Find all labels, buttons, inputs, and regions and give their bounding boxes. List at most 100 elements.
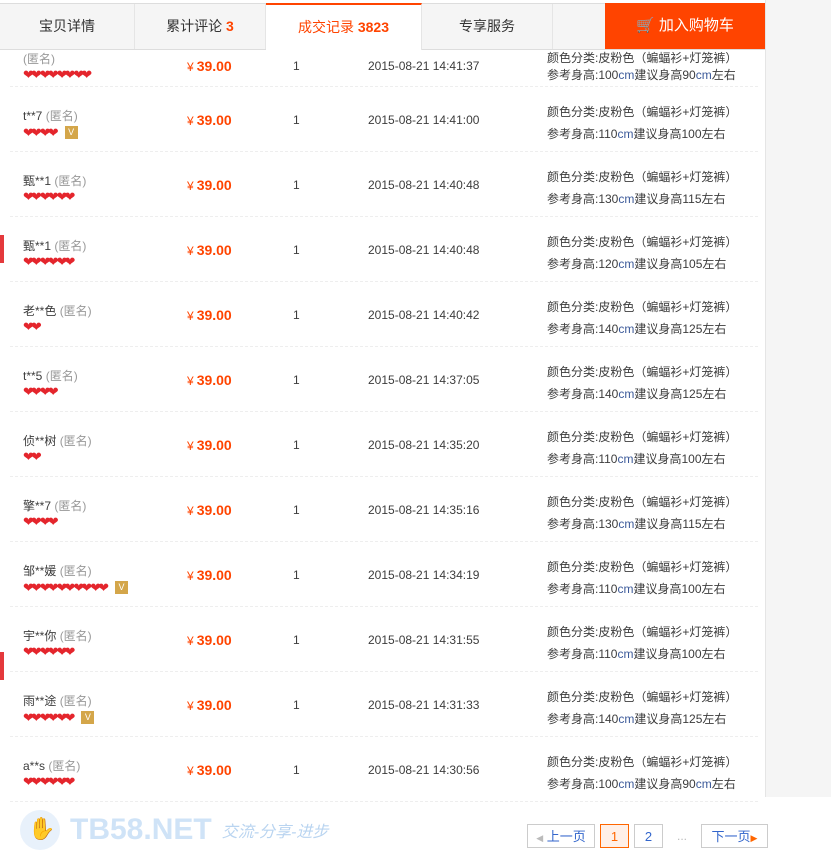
table-row: 擎**7 (匿名) ❤❤ ❤❤ ¥39.00 1 2015-08-21 14:35… [10, 477, 758, 542]
item-spec: 颜色分类:皮粉色（蝙蝠衫+灯笼裤） 参考身高:110cm建议身高100左右 [547, 105, 738, 141]
buyer-credit: ❤❤ ❤❤ ❤❤ V [23, 709, 95, 725]
page-1[interactable]: 1 [600, 824, 629, 848]
table-row: a**s (匿名) ❤❤ ❤❤ ❤❤ ¥39.00 1 2015-08-21 14:… [10, 737, 758, 802]
prev-page-button[interactable]: ◀ 上一页 [527, 824, 595, 848]
table-row: 甄**1 (匿名) ❤❤ ❤❤ ❤❤ ¥39.00 1 2015-08-21 14:… [10, 152, 758, 217]
arrow-left-icon: ◀ [536, 833, 544, 843]
buyer-credit: ❤❤ ❤❤ ❤❤ [23, 774, 76, 789]
table-row: 雨**途 (匿名) ❤❤ ❤❤ ❤❤ V ¥39.00 1 2015-08-21 14… [10, 672, 758, 737]
page-2[interactable]: 2 [634, 824, 663, 848]
table-row: t**7 (匿名) ❤❤ ❤❤ V ¥39.00 1 2015-08-21 14:4… [10, 87, 758, 152]
table-row: 甄**1 (匿名) ❤❤ ❤❤ ❤❤ ¥39.00 1 2015-08-21 14:… [10, 217, 758, 282]
tab-transactions[interactable]: 成交记录 3823 [266, 3, 422, 50]
transaction-time: 2015-08-21 14:40:42 [368, 308, 480, 322]
price: ¥39.00 [187, 567, 232, 583]
buyer-credit: ❤❤ [23, 319, 42, 334]
vip-badge-icon: V [81, 711, 95, 724]
transaction-time: 2015-08-21 14:41:37 [368, 59, 480, 73]
price: ¥39.00 [187, 762, 232, 778]
buyer-credit: ❤❤ ❤❤ V [23, 126, 78, 139]
quantity: 1 [293, 698, 300, 712]
heart-icon: ❤❤ [56, 709, 76, 725]
quantity: 1 [293, 113, 300, 127]
quantity: 1 [293, 568, 300, 582]
price: ¥39.00 [187, 177, 232, 193]
price: ¥39.00 [187, 242, 232, 258]
heart-icon: ❤❤ [23, 449, 42, 464]
heart-icon: ❤❤ [56, 189, 76, 204]
buyer-name: 雨**途 (匿名) [23, 694, 92, 708]
next-page-button[interactable]: 下一页▶ [701, 824, 768, 848]
heart-icon: ❤❤ [39, 514, 59, 529]
item-spec: 颜色分类:皮粉色（蝙蝠衫+灯笼裤） 参考身高:130cm建议身高115左右 [547, 495, 738, 531]
price: ¥39.00 [187, 697, 232, 713]
item-spec: 颜色分类:皮粉色（蝙蝠衫+灯笼裤） 参考身高:140cm建议身高125左右 [547, 690, 738, 726]
buyer-name: t**7 (匿名) [23, 109, 78, 123]
buyer-name: 侦**树 (匿名) [23, 434, 92, 448]
item-spec: 颜色分类:皮粉色（蝙蝠衫+灯笼裤） 参考身高:140cm建议身高125左右 [547, 365, 738, 401]
heart-icon: ❤❤ [90, 579, 109, 595]
quantity: 1 [293, 373, 300, 387]
table-row: 邹**媛 (匿名) ❤❤ ❤❤ ❤❤ ❤❤ ❤❤ V ¥39.00 1 2015-08-2… [10, 542, 758, 607]
tab-services[interactable]: 专享服务 [422, 4, 553, 49]
heart-icon: ❤❤ [39, 189, 59, 204]
tab-details[interactable]: 宝贝详情 [0, 4, 135, 49]
table-row: 宇**你 (匿名) ❤❤ ❤❤ ❤❤ ¥39.00 1 2015-08-21 14:… [10, 607, 758, 672]
heart-icon: ❤❤ [23, 514, 42, 529]
item-spec: 颜色分类:皮粉色（蝙蝠衫+灯笼裤） 参考身高:100cm建议身高90cm左右 [547, 755, 738, 791]
heart-icon: ❤❤ [56, 644, 76, 659]
buyer-credit: ❤❤ ❤❤ [23, 514, 59, 529]
buyer-name: a**s (匿名) [23, 759, 81, 773]
transaction-time: 2015-08-21 14:35:16 [368, 503, 480, 517]
transaction-list: (匿名) ❤❤ ❤❤ ❤❤ ❤❤ ¥39.00 1 2015-08-21 14:41:… [0, 49, 765, 802]
transaction-time: 2015-08-21 14:37:05 [368, 373, 480, 387]
heart-icon: ❤❤ [56, 774, 76, 789]
transaction-time: 2015-08-21 14:31:55 [368, 633, 480, 647]
quantity: 1 [293, 178, 300, 192]
price: ¥39.00 [187, 632, 232, 648]
arrow-right-icon: ▶ [750, 833, 758, 843]
price: ¥39.00 [187, 58, 232, 74]
buyer-name: 邹**媛 (匿名) [23, 564, 92, 578]
heart-icon: ❤❤ [73, 67, 92, 82]
heart-icon: ❤❤ [23, 319, 42, 334]
watermark-logo-icon [20, 810, 60, 850]
heart-icon: ❤❤ [56, 254, 76, 269]
pagination-ellipsis: ... [676, 829, 687, 843]
buyer-name: 甄**1 (匿名) [23, 239, 87, 253]
add-to-cart-button[interactable]: 🛒 加入购物车 [605, 3, 765, 49]
item-spec: 颜色分类:皮粉色（蝙蝠衫+灯笼裤） 参考身高:110cm建议身高100左右 [547, 560, 738, 596]
quantity: 1 [293, 633, 300, 647]
transaction-time: 2015-08-21 14:34:19 [368, 568, 480, 582]
heart-icon: ❤❤ [56, 67, 76, 82]
heart-icon: ❤❤ [39, 579, 59, 595]
heart-icon: ❤❤ [56, 579, 76, 595]
heart-icon: ❤❤ [23, 384, 42, 399]
vip-badge-icon: V [64, 126, 78, 139]
watermark-text: TB58.NET [70, 813, 212, 846]
heart-icon: ❤❤ [39, 644, 59, 659]
transaction-time: 2015-08-21 14:31:33 [368, 698, 480, 712]
vip-badge-icon: V [114, 581, 128, 594]
quantity: 1 [293, 243, 300, 257]
buyer-name: 老**色 (匿名) [23, 304, 92, 318]
quantity: 1 [293, 308, 300, 322]
right-panel [765, 0, 831, 797]
heart-icon: ❤❤ [23, 644, 42, 659]
heart-icon: ❤❤ [73, 579, 92, 595]
item-spec: 颜色分类:皮粉色（蝙蝠衫+灯笼裤） 参考身高:110cm建议身高100左右 [547, 430, 738, 466]
quantity: 1 [293, 59, 300, 73]
table-row: 老**色 (匿名) ❤❤ ¥39.00 1 2015-08-21 14:40:4… [10, 282, 758, 347]
tab-reviews[interactable]: 累计评论 3 [135, 4, 266, 49]
buyer-credit: ❤❤ ❤❤ [23, 384, 59, 399]
buyer-name: (匿名) [23, 52, 55, 66]
table-row: 侦**树 (匿名) ❤❤ ¥39.00 1 2015-08-21 14:35:2… [10, 412, 758, 477]
price: ¥39.00 [187, 112, 232, 128]
heart-icon: ❤❤ [39, 254, 59, 269]
item-spec: 颜色分类:皮粉色（蝙蝠衫+灯笼裤） 参考身高:120cm建议身高105左右 [547, 235, 738, 271]
heart-icon: ❤❤ [39, 774, 59, 789]
buyer-credit: ❤❤ [23, 449, 42, 464]
heart-icon: ❤❤ [23, 124, 42, 140]
buyer-name: 擎**7 (匿名) [23, 499, 87, 513]
transaction-time: 2015-08-21 14:40:48 [368, 243, 480, 257]
